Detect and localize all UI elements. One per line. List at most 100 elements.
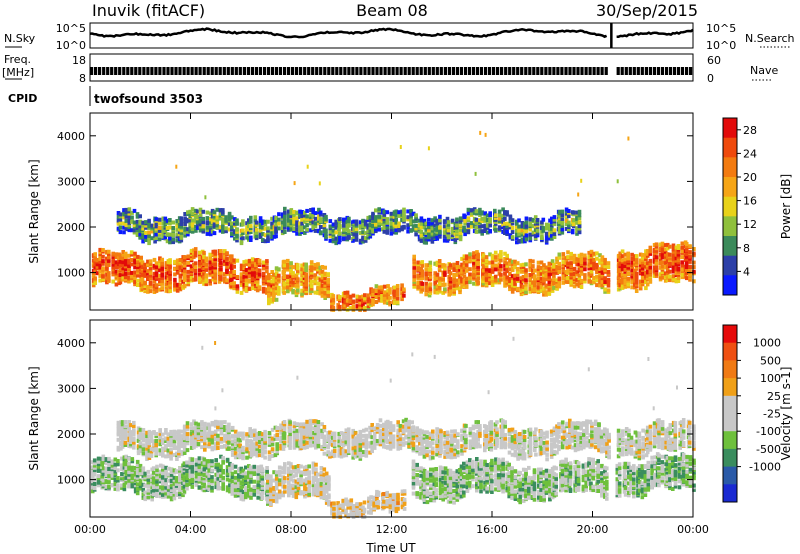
- power-cell: [361, 294, 365, 299]
- power-cell: [178, 263, 183, 268]
- velocity-cell: [116, 483, 120, 488]
- freq-sample: [463, 67, 468, 75]
- power-cell: [318, 230, 323, 235]
- velocity-cell: [269, 499, 273, 504]
- freq-sample: [520, 67, 524, 75]
- power-cell: [148, 270, 153, 275]
- power-cell: [111, 269, 115, 274]
- velocity-cell: [289, 469, 293, 474]
- power-cell: [505, 221, 509, 226]
- power-cell: [508, 272, 512, 276]
- power-cell: [493, 215, 498, 220]
- power-cell: [406, 229, 410, 234]
- freq-sample: [399, 67, 403, 75]
- power-cell: [400, 217, 404, 222]
- power-cell: [536, 265, 541, 270]
- power-cell: [347, 222, 351, 227]
- power-cell: [363, 296, 367, 301]
- power-cell: [488, 277, 492, 282]
- power-cell: [577, 216, 582, 220]
- freq-sample: [214, 67, 218, 75]
- power-cell: [202, 250, 206, 255]
- velocity-cell: [230, 463, 235, 468]
- velocity-cell: [314, 462, 318, 467]
- power-cell: [308, 277, 313, 282]
- power-cell: [93, 256, 97, 261]
- power-cell: [544, 277, 548, 282]
- velocity-cell: [256, 474, 260, 479]
- power-cell: [427, 237, 431, 242]
- velocity-cell: [266, 501, 270, 506]
- freq-sample: [126, 67, 130, 75]
- power-cell: [600, 262, 605, 267]
- power-cell: [239, 239, 244, 244]
- velocity-cell: [319, 466, 324, 470]
- power-cell: [202, 255, 206, 260]
- power-cell: [95, 271, 100, 276]
- power-cell: [517, 218, 521, 223]
- freq-sample: [375, 67, 379, 75]
- power-cell: [557, 265, 562, 269]
- power-cell: [386, 295, 390, 300]
- power-cell: [201, 224, 206, 229]
- power-cell: [286, 209, 291, 214]
- power-cell: [589, 269, 594, 274]
- velocity-cell: [141, 473, 146, 478]
- freq-sample: [552, 67, 556, 75]
- power-cell: [165, 232, 170, 237]
- power-cell: [505, 210, 509, 215]
- power-cell: [198, 271, 202, 276]
- velocity-cell: [101, 460, 106, 465]
- power-cell: [550, 220, 554, 225]
- power-cell: [91, 283, 96, 288]
- power-cell: [671, 265, 676, 270]
- velocity-cell: [256, 482, 260, 487]
- power-cell: [98, 250, 102, 255]
- freq-sample: [283, 67, 287, 75]
- power-cell: [193, 253, 198, 258]
- power-cell: [497, 213, 502, 218]
- velocity-cell: [90, 485, 95, 490]
- power-cell: [561, 260, 566, 265]
- power-cell: [355, 306, 360, 311]
- power-cell: [412, 254, 416, 259]
- velocity-cell: [185, 476, 189, 480]
- velocity-cell: [166, 472, 171, 477]
- power-cell: [242, 282, 246, 287]
- power-cell: [524, 268, 528, 273]
- power-cell: [569, 280, 573, 285]
- velocity-cell: [237, 477, 241, 482]
- power-cell: [286, 285, 290, 290]
- colorbar-tick-label: 16: [743, 195, 757, 208]
- power-cell: [539, 276, 544, 281]
- velocity-cell: [124, 454, 128, 459]
- velocity-cell: [202, 466, 207, 471]
- velocity-cell: [174, 469, 179, 474]
- freq-sample: [435, 67, 439, 75]
- power-cell: [101, 254, 105, 259]
- power-cell: [316, 267, 320, 272]
- power-cell: [488, 252, 492, 257]
- velocity-cell: [260, 476, 265, 481]
- power-cell: [148, 259, 153, 264]
- power-cell: [428, 282, 433, 287]
- power-cell: [338, 235, 342, 240]
- power-cell: [147, 233, 151, 238]
- power-cell: [347, 234, 351, 239]
- power-cell: [626, 271, 630, 276]
- velocity-cell: [92, 482, 97, 486]
- power-cell: [218, 216, 223, 221]
- power-cell: [374, 289, 379, 294]
- power-cell: [242, 266, 246, 271]
- velocity-cell: [96, 474, 101, 479]
- power-cell: [118, 220, 123, 225]
- power-cell: [455, 261, 460, 265]
- power-cell: [640, 282, 645, 287]
- power-cell: [146, 271, 150, 276]
- power-cell: [397, 221, 401, 226]
- power-cell: [266, 228, 270, 233]
- velocity-cell: [161, 486, 165, 491]
- power-cell: [366, 293, 371, 298]
- power-cell: [552, 262, 556, 267]
- power-cell: [544, 265, 548, 270]
